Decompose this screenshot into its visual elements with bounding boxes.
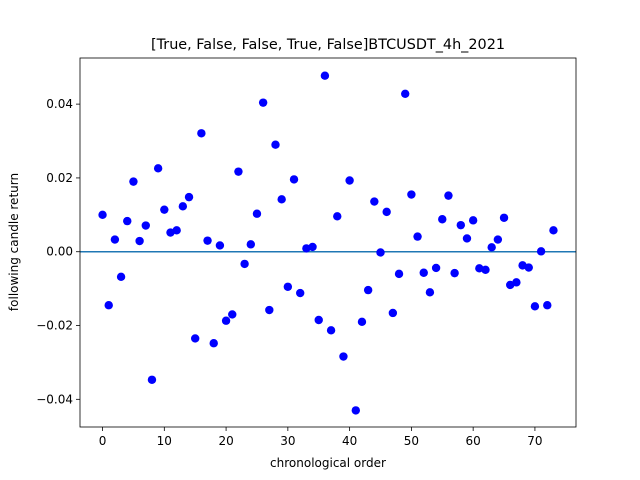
data-point (209, 339, 218, 348)
plot-area: 0 10 20 30 40 50 60 70 −0.04 −0.02 0.00 0.02 0.04 (36, 57, 577, 448)
data-point (153, 164, 163, 173)
data-point (401, 89, 410, 98)
data-point (258, 98, 268, 107)
data-point (197, 129, 206, 138)
data-point (283, 282, 293, 291)
data-point (394, 269, 404, 279)
data-point (221, 316, 231, 325)
data-point (203, 236, 212, 245)
data-point (135, 236, 144, 246)
data-point (147, 375, 157, 384)
data-point (129, 177, 138, 186)
data-point (339, 352, 348, 361)
x-tick-label: 30 (280, 434, 295, 448)
data-point (172, 226, 181, 235)
data-point (370, 197, 379, 206)
data-point (116, 272, 126, 282)
data-point (512, 278, 521, 287)
x-tick-label: 60 (466, 434, 481, 448)
x-tick-label: 40 (342, 434, 357, 448)
x-tick-label: 0 (99, 434, 107, 448)
y-tick-label: 0.02 (46, 171, 73, 185)
data-point (462, 234, 472, 243)
data-point (444, 191, 453, 200)
data-point (178, 202, 188, 211)
data-point (382, 207, 391, 217)
y-tick-label: −0.02 (36, 319, 73, 333)
data-point (363, 285, 373, 295)
x-axis-title: chronological order (270, 456, 386, 470)
data-point (351, 406, 360, 415)
axes-frame (79, 57, 577, 428)
data-point (345, 176, 354, 185)
data-point (456, 220, 466, 230)
data-point (357, 317, 367, 327)
y-tick-label: 0.04 (46, 97, 73, 111)
data-point (407, 190, 416, 199)
data-point (481, 265, 490, 275)
data-point (110, 235, 120, 244)
data-point (160, 205, 169, 214)
data-point (524, 263, 533, 272)
data-point (296, 288, 305, 298)
data-point (190, 334, 200, 343)
data-point (493, 235, 503, 244)
x-tick-label: 50 (404, 434, 419, 448)
data-point (289, 175, 299, 184)
data-point (499, 213, 509, 222)
x-tick-label: 10 (157, 434, 172, 448)
chart-title: [True, False, False, True, False]BTCUSDT… (151, 37, 505, 53)
data-point (271, 140, 280, 149)
data-point (425, 288, 435, 297)
data-point (468, 216, 478, 225)
y-tick-label: 0.00 (46, 245, 73, 259)
x-tick-label: 20 (218, 434, 233, 448)
data-point (184, 192, 194, 202)
data-point (98, 210, 107, 220)
data-point (308, 242, 317, 252)
data-point (228, 310, 237, 319)
data-point (141, 221, 150, 230)
data-point (438, 215, 447, 224)
data-point (123, 216, 132, 226)
data-point (543, 301, 552, 310)
data-point (215, 241, 225, 250)
data-point (277, 195, 286, 204)
data-point (320, 71, 330, 80)
data-point (419, 268, 428, 277)
data-point (265, 305, 274, 315)
y-axis-title: following candle return (7, 173, 21, 311)
data-point (240, 259, 249, 269)
y-tick-label: −0.04 (36, 392, 73, 406)
data-point (234, 167, 243, 176)
data-point (376, 248, 385, 257)
data-point (450, 268, 459, 278)
x-tick-label: 70 (527, 434, 542, 448)
data-point (487, 243, 496, 252)
data-point (326, 326, 336, 335)
data-point (549, 226, 558, 235)
data-point (252, 209, 262, 218)
data-point (530, 302, 540, 311)
data-point (413, 232, 422, 241)
data-point (314, 315, 323, 325)
data-point (104, 301, 113, 310)
data-point (536, 247, 546, 256)
data-point (246, 240, 255, 249)
data-point (333, 212, 342, 221)
data-point (431, 263, 441, 273)
data-point (388, 308, 398, 318)
